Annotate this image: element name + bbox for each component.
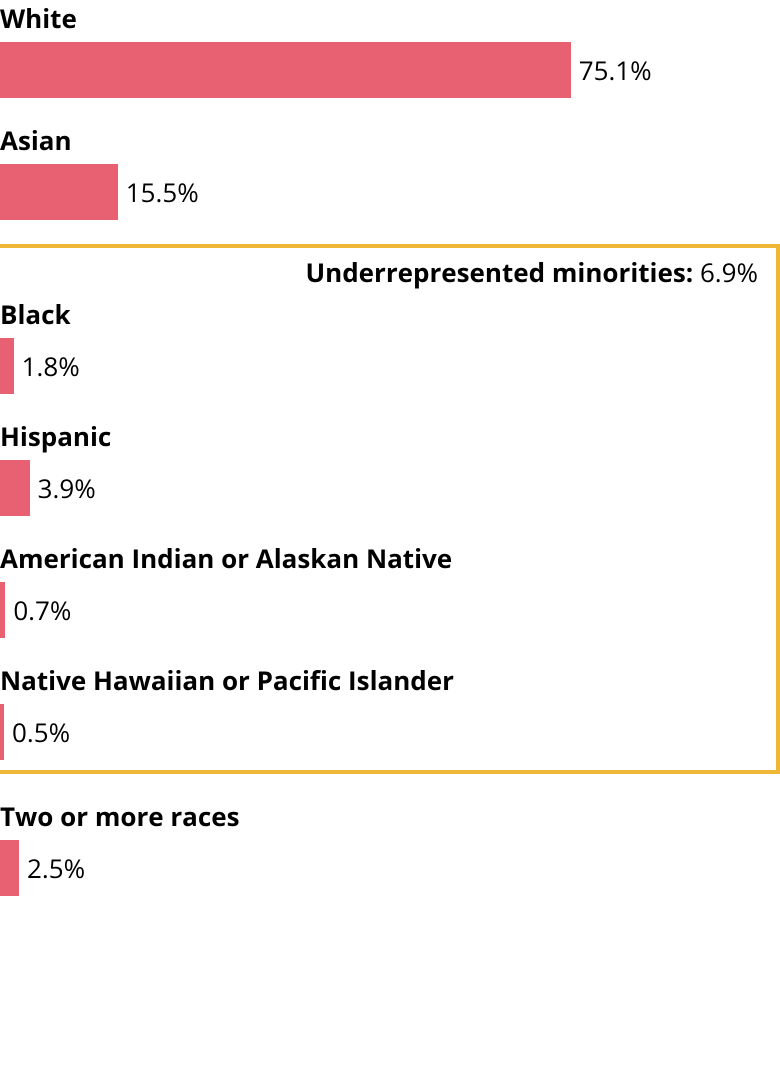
category-label: Hispanic — [0, 418, 768, 454]
bar-fill — [0, 840, 19, 896]
bar-value: 1.8% — [22, 348, 80, 384]
bar-value: 0.7% — [13, 592, 71, 628]
bar-value: 75.1% — [579, 52, 652, 88]
category-label: Two or more races — [0, 798, 780, 834]
bar-value: 15.5% — [126, 174, 199, 210]
bar-row-inner: 2.5% — [0, 840, 780, 896]
bar-row: White 75.1% — [0, 0, 780, 98]
bar-row-inner: 15.5% — [0, 164, 780, 220]
category-label: American Indian or Alaskan Native — [0, 540, 768, 576]
category-label: Asian — [0, 122, 780, 158]
bar-row-inner: 1.8% — [0, 338, 768, 394]
category-label: Native Hawaiian or Pacific Islander — [0, 662, 768, 698]
bar-row: American Indian or Alaskan Native 0.7% — [0, 540, 768, 638]
bar-row-inner: 3.9% — [0, 460, 768, 516]
group-title-bold: Underrepresented minorities: — [305, 254, 693, 290]
category-label: Black — [0, 296, 768, 332]
bar-row: Native Hawaiian or Pacific Islander 0.5% — [0, 662, 768, 760]
bar-fill — [0, 582, 5, 638]
bar-row-inner: 75.1% — [0, 42, 780, 98]
group-title-value: 6.9% — [693, 254, 758, 290]
bar-fill — [0, 704, 4, 760]
bar-value: 0.5% — [12, 714, 70, 750]
bar-row: Two or more races 2.5% — [0, 798, 780, 896]
group-title: Underrepresented minorities: 6.9% — [0, 254, 768, 290]
bar-row-inner: 0.5% — [0, 704, 768, 760]
bar-row: Black 1.8% — [0, 296, 768, 394]
bar-fill — [0, 338, 14, 394]
demographics-bar-chart: White 75.1% Asian 15.5% Underrepresented… — [0, 0, 780, 896]
bar-fill — [0, 42, 571, 98]
underrepresented-group-box: Underrepresented minorities: 6.9% Black … — [0, 244, 780, 774]
bar-row: Hispanic 3.9% — [0, 418, 768, 516]
bar-fill — [0, 460, 30, 516]
bar-row-inner: 0.7% — [0, 582, 768, 638]
bar-value: 3.9% — [38, 470, 96, 506]
bar-value: 2.5% — [27, 850, 85, 886]
bar-fill — [0, 164, 118, 220]
category-label: White — [0, 0, 780, 36]
bar-row: Asian 15.5% — [0, 122, 780, 220]
